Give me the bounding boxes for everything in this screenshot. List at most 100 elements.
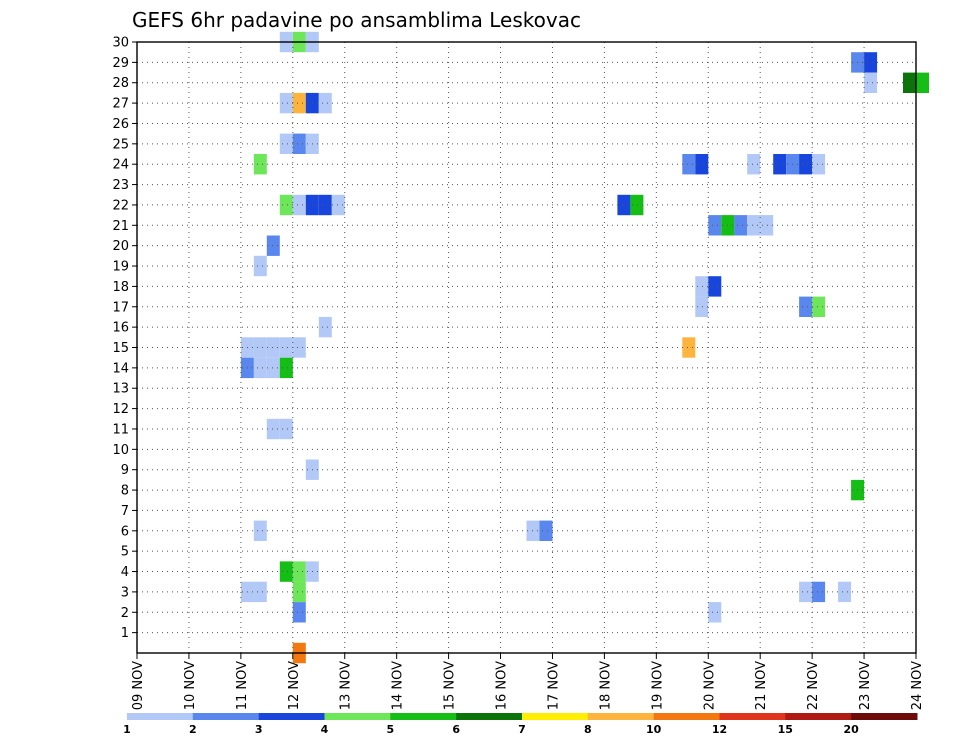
color-legend: 1 2 3 4 5 6 7 8 10 12 15 20 bbox=[123, 713, 918, 736]
x-axis: 09 NOV 10 NOV 11 NOV 12 NOV 13 NOV 14 NOV 15 N… bbox=[131, 653, 925, 710]
y-tick-label: 16 bbox=[112, 321, 129, 336]
legend-swatch bbox=[719, 713, 786, 720]
precip-cell bbox=[695, 276, 709, 297]
legend-swatch bbox=[127, 713, 194, 720]
legend-swatch bbox=[785, 713, 852, 720]
gridlines bbox=[137, 41, 916, 653]
precip-cell bbox=[318, 92, 332, 114]
precip-cell bbox=[292, 561, 306, 582]
precip-cell bbox=[799, 154, 813, 175]
y-tick-label: 13 bbox=[112, 382, 129, 397]
precip-cell bbox=[331, 194, 345, 216]
precip-cell bbox=[864, 52, 878, 73]
precip-cell bbox=[682, 154, 696, 175]
legend-label: 15 bbox=[778, 723, 793, 736]
precip-cell bbox=[279, 337, 293, 358]
precip-cell bbox=[292, 92, 306, 114]
precip-cell bbox=[760, 215, 774, 236]
legend-swatch bbox=[258, 713, 325, 720]
legend-label: 12 bbox=[712, 723, 727, 736]
x-tick-label: 09 NOV bbox=[131, 661, 146, 710]
precip-cell bbox=[682, 337, 696, 358]
x-tick-label: 23 NOV bbox=[858, 661, 873, 710]
precip-cell bbox=[253, 581, 267, 603]
precip-cell bbox=[708, 276, 722, 297]
y-tick-label: 21 bbox=[112, 219, 129, 234]
x-tick-label: 13 NOV bbox=[339, 661, 354, 710]
precip-cell bbox=[279, 418, 293, 440]
y-tick-label: 4 bbox=[121, 565, 129, 580]
y-tick-label: 9 bbox=[121, 463, 129, 478]
y-tick-label: 30 bbox=[112, 36, 129, 51]
y-tick-label: 8 bbox=[121, 484, 129, 499]
y-tick-label: 6 bbox=[121, 524, 129, 539]
y-tick-label: 20 bbox=[112, 239, 129, 254]
y-axis: 1234567891011121314151617181920212223242… bbox=[112, 36, 137, 641]
y-tick-label: 27 bbox=[112, 97, 129, 112]
precip-cell bbox=[279, 357, 293, 379]
y-tick-label: 28 bbox=[112, 76, 129, 91]
precip-cell bbox=[318, 194, 332, 216]
y-tick-label: 12 bbox=[112, 402, 129, 417]
precip-cell bbox=[916, 72, 929, 93]
precip-cell bbox=[747, 154, 761, 175]
precip-cell bbox=[617, 194, 631, 216]
precip-cell bbox=[292, 194, 306, 216]
x-tick-label: 24 NOV bbox=[910, 661, 925, 710]
legend-label: 3 bbox=[255, 723, 263, 736]
precip-cell bbox=[708, 215, 722, 236]
x-tick-label: 18 NOV bbox=[598, 661, 613, 710]
precip-cell bbox=[630, 194, 644, 216]
precipitation-cells bbox=[240, 31, 929, 664]
precip-cell bbox=[266, 235, 280, 256]
y-tick-label: 2 bbox=[121, 606, 129, 621]
precip-cell bbox=[292, 602, 306, 623]
precip-cell bbox=[539, 520, 553, 541]
y-tick-label: 18 bbox=[112, 280, 129, 295]
legend-label: 10 bbox=[646, 723, 662, 736]
y-tick-label: 22 bbox=[112, 198, 129, 213]
precip-cell bbox=[279, 92, 293, 114]
x-tick-label: 17 NOV bbox=[546, 661, 561, 710]
legend-swatch bbox=[587, 713, 655, 720]
precip-cell bbox=[253, 154, 267, 175]
x-tick-label: 22 NOV bbox=[806, 661, 821, 710]
legend-swatch bbox=[653, 713, 720, 720]
x-tick-label: 16 NOV bbox=[495, 661, 510, 710]
legend-swatch bbox=[324, 713, 391, 720]
y-tick-label: 23 bbox=[112, 178, 129, 193]
precip-cell bbox=[279, 561, 293, 582]
y-tick-label: 3 bbox=[121, 585, 129, 600]
precip-cell bbox=[903, 72, 916, 93]
precip-cell bbox=[708, 602, 722, 623]
precip-cell bbox=[318, 316, 332, 338]
legend-label: 1 bbox=[123, 723, 131, 736]
y-tick-label: 10 bbox=[112, 443, 129, 458]
x-tick-label: 15 NOV bbox=[443, 661, 458, 710]
precip-cell bbox=[292, 133, 306, 154]
legend-swatch bbox=[192, 713, 260, 720]
y-tick-label: 1 bbox=[121, 626, 129, 641]
y-tick-label: 25 bbox=[112, 137, 129, 152]
x-tick-label: 19 NOV bbox=[650, 661, 665, 710]
y-tick-label: 5 bbox=[121, 545, 129, 560]
precip-cell bbox=[266, 337, 280, 358]
y-tick-label: 29 bbox=[112, 56, 129, 71]
legend-label: 6 bbox=[452, 723, 460, 736]
y-tick-label: 15 bbox=[112, 341, 129, 356]
legend-label: 7 bbox=[518, 723, 526, 736]
precip-cell bbox=[734, 215, 748, 236]
precip-cell bbox=[812, 581, 826, 603]
legend-label: 5 bbox=[386, 723, 394, 736]
x-tick-label: 12 NOV bbox=[287, 661, 302, 710]
legend-swatch bbox=[851, 713, 918, 720]
legend-label: 4 bbox=[321, 723, 329, 736]
x-tick-label: 11 NOV bbox=[235, 661, 250, 710]
precip-cell bbox=[799, 296, 813, 317]
y-tick-label: 26 bbox=[112, 117, 129, 132]
precip-cell bbox=[279, 194, 293, 216]
precip-cell bbox=[266, 357, 280, 379]
y-tick-label: 7 bbox=[121, 504, 129, 519]
precip-cell bbox=[253, 520, 267, 541]
